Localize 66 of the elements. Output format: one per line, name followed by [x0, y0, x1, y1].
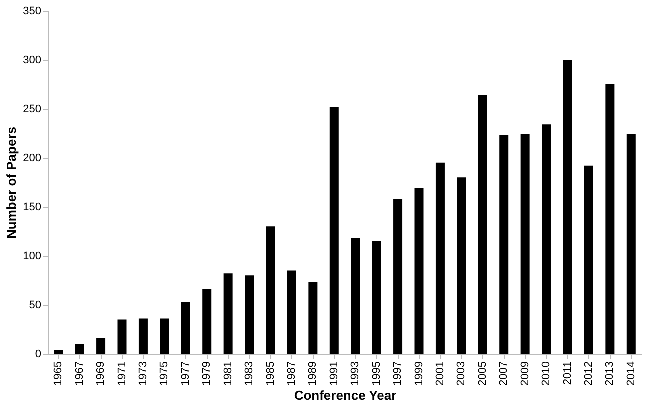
bar — [520, 134, 530, 354]
bar — [330, 107, 339, 354]
x-tick-label: 2010 — [540, 362, 553, 386]
x-tick-label: 1965 — [52, 362, 65, 386]
y-tick-label: 150 — [23, 202, 42, 214]
x-tick-label: 1987 — [286, 362, 298, 386]
bar — [160, 318, 170, 354]
bar — [245, 276, 254, 354]
bar — [96, 338, 106, 354]
x-tick-label: 2009 — [519, 362, 532, 386]
x-tick-label: 1967 — [74, 362, 86, 386]
y-tick-label: 0 — [35, 348, 42, 360]
x-tick-label: 1971 — [116, 362, 128, 386]
bar — [181, 302, 190, 354]
bar — [542, 124, 552, 354]
x-tick-label: 1997 — [392, 362, 404, 386]
y-tick-label: 100 — [23, 250, 42, 262]
bar — [266, 226, 276, 354]
x-tick-label: 1993 — [350, 362, 362, 386]
bar — [118, 320, 127, 354]
bar — [414, 188, 424, 354]
bar — [584, 166, 594, 354]
bar — [478, 95, 488, 354]
x-tick-label: 1975 — [158, 362, 171, 386]
bar — [138, 318, 148, 354]
bar — [54, 350, 64, 354]
y-tick-label: 250 — [23, 104, 42, 116]
x-tick-label: 1995 — [370, 362, 383, 386]
x-tick-label: 1981 — [222, 362, 234, 386]
x-tick-label: 1989 — [307, 362, 320, 386]
x-tick-label: 2013 — [604, 362, 616, 386]
x-tick-label: 1977 — [180, 362, 192, 386]
y-tick-label: 200 — [23, 152, 42, 164]
x-axis-title: Conference Year — [294, 388, 397, 403]
x-tick-label: 2005 — [476, 362, 489, 386]
x-tick-label: 2001 — [434, 362, 446, 386]
bar — [563, 60, 572, 354]
y-tick-label: 50 — [29, 300, 42, 312]
bar — [626, 134, 636, 354]
y-tick-label: 350 — [23, 6, 42, 18]
x-tick-label: 1973 — [137, 362, 150, 386]
x-tick-label: 2007 — [498, 362, 510, 386]
bar — [436, 162, 445, 354]
bar — [606, 84, 615, 354]
bar — [224, 274, 233, 354]
bar — [202, 289, 212, 354]
bar — [457, 178, 466, 354]
bar — [500, 135, 509, 354]
bar — [308, 282, 318, 354]
y-tick-label: 300 — [23, 54, 42, 66]
x-tick-label: 1991 — [328, 362, 340, 386]
x-tick-label: 2014 — [625, 362, 638, 386]
x-tick-label: 1969 — [95, 362, 108, 386]
x-tick-label: 1979 — [201, 362, 214, 386]
bar — [287, 270, 296, 354]
x-tick-label: 1985 — [264, 362, 277, 386]
x-tick-label: 2011 — [562, 362, 574, 386]
x-tick-label: 2003 — [456, 362, 468, 386]
bar — [351, 238, 360, 354]
bar — [372, 241, 382, 354]
bar — [75, 344, 84, 354]
x-tick-label: 2012 — [582, 362, 595, 386]
x-tick-label: 1983 — [244, 362, 256, 386]
x-tick-label: 1999 — [413, 362, 426, 386]
bar — [394, 199, 403, 354]
y-axis-title: Number of Papers — [4, 127, 20, 239]
